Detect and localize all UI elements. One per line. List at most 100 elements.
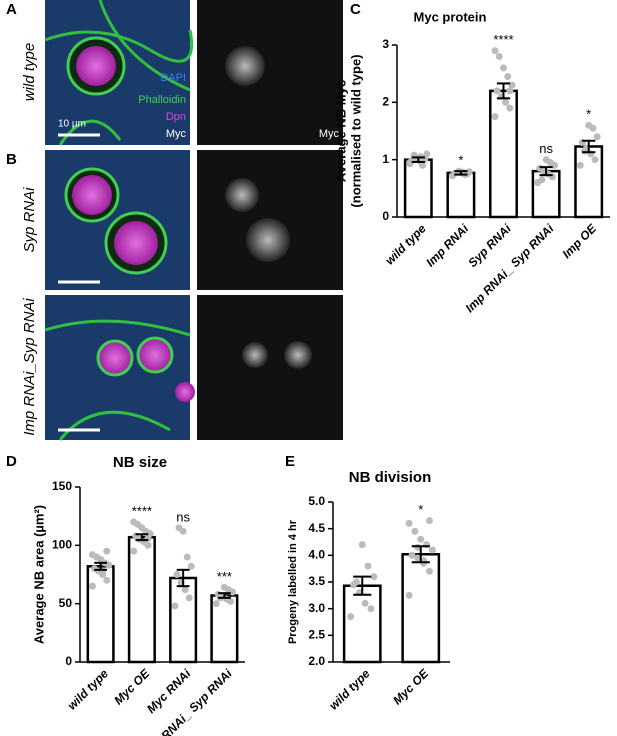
y-tick-label: 50 <box>59 596 73 610</box>
x-tick-label: Imp OE <box>559 221 599 261</box>
y-tick-label: 5.0 <box>308 494 325 508</box>
nucleus <box>175 382 195 402</box>
y-axis-label: Progeny labelled in 4 hr <box>287 519 299 644</box>
data-point <box>130 518 138 526</box>
data-point <box>88 551 96 559</box>
channel-label: Dpn <box>166 111 186 123</box>
y-axis-label: (normalised to wild type) <box>348 54 363 207</box>
nucleus <box>96 339 134 377</box>
nucleus <box>76 46 116 86</box>
x-tick-label: wild type <box>65 666 111 712</box>
data-point <box>220 583 228 591</box>
bar <box>342 584 382 664</box>
significance: * <box>458 153 463 168</box>
data-point <box>358 541 366 549</box>
image-myc-b2 <box>197 295 343 440</box>
nucleus <box>225 178 259 212</box>
data-point <box>364 562 372 570</box>
bar <box>574 145 604 219</box>
bar <box>446 171 476 219</box>
y-tick-label: 3.0 <box>308 601 325 615</box>
data-point <box>103 576 111 584</box>
channel-label: Myc <box>319 128 340 140</box>
data-point <box>506 104 514 112</box>
x-tick-label: Imp RNAi <box>423 221 472 270</box>
data-point <box>417 535 425 543</box>
scale-label: 10 µm <box>58 119 86 130</box>
significance: * <box>418 502 423 517</box>
y-tick-label: 2 <box>382 95 389 109</box>
data-point <box>370 573 378 581</box>
bar <box>127 535 156 664</box>
data-point <box>187 562 195 570</box>
data-point <box>491 47 499 55</box>
data-point <box>347 613 355 621</box>
y-tick-label: 1 <box>382 152 389 166</box>
data-point <box>576 161 584 169</box>
x-tick-label: wild type <box>326 666 372 712</box>
data-point <box>500 64 507 72</box>
nucleus <box>225 46 265 86</box>
data-point <box>90 565 98 573</box>
y-tick-label: 0 <box>382 209 389 223</box>
data-point <box>408 551 416 559</box>
nucleus <box>242 342 268 368</box>
data-point <box>212 600 220 608</box>
y-tick-label: 100 <box>52 538 72 552</box>
row-label: Syp RNAi <box>21 187 38 253</box>
data-point <box>405 519 413 527</box>
y-tick-label: 3 <box>382 37 389 51</box>
data-point <box>538 176 546 184</box>
data-point <box>185 594 193 602</box>
significance: **** <box>132 503 152 518</box>
data-point <box>593 133 601 141</box>
panel-label: C <box>350 1 361 18</box>
image-myc-a <box>197 0 343 145</box>
significance: ns <box>176 509 190 524</box>
data-point <box>495 52 503 60</box>
row-label: wild type <box>21 43 38 101</box>
data-point <box>405 591 413 599</box>
panel-label: B <box>6 151 17 168</box>
data-point <box>542 156 550 164</box>
data-point <box>425 567 433 575</box>
bar <box>489 89 518 219</box>
micrographs <box>44 0 343 441</box>
y-axis-label: Average NB area (µm²) <box>31 505 46 644</box>
chart-title: NB size <box>113 454 167 471</box>
significance: **** <box>493 32 513 47</box>
data-point <box>175 524 183 532</box>
data-point <box>183 553 191 561</box>
data-point <box>352 578 360 586</box>
data-point <box>506 87 514 95</box>
data-point <box>585 121 593 129</box>
data-point <box>406 160 414 168</box>
data-point <box>361 599 369 607</box>
data-point <box>103 547 111 555</box>
data-point <box>411 527 419 535</box>
nucleus <box>72 175 112 215</box>
data-point <box>181 586 189 594</box>
data-point <box>580 147 588 155</box>
panel-label: D <box>6 453 17 470</box>
data-point <box>502 98 510 106</box>
data-point <box>88 582 96 590</box>
x-tick-label: Myc OE <box>111 666 153 708</box>
x-tick-label: Myc OE <box>390 666 432 708</box>
data-point <box>130 547 138 555</box>
bar <box>401 553 441 664</box>
data-point <box>536 164 544 172</box>
y-tick-label: 150 <box>52 479 72 493</box>
channel-label: Myc <box>166 128 187 140</box>
data-point <box>171 602 179 610</box>
nucleus <box>284 341 312 369</box>
data-point <box>173 571 181 578</box>
row-label: Imp RNAi_Syp RNAi <box>21 298 38 436</box>
significance: * <box>586 107 591 122</box>
chart-title: Myc protein <box>414 9 487 24</box>
nucleus <box>246 218 290 262</box>
data-point <box>508 81 516 89</box>
data-point <box>591 156 599 164</box>
data-point <box>491 113 499 121</box>
